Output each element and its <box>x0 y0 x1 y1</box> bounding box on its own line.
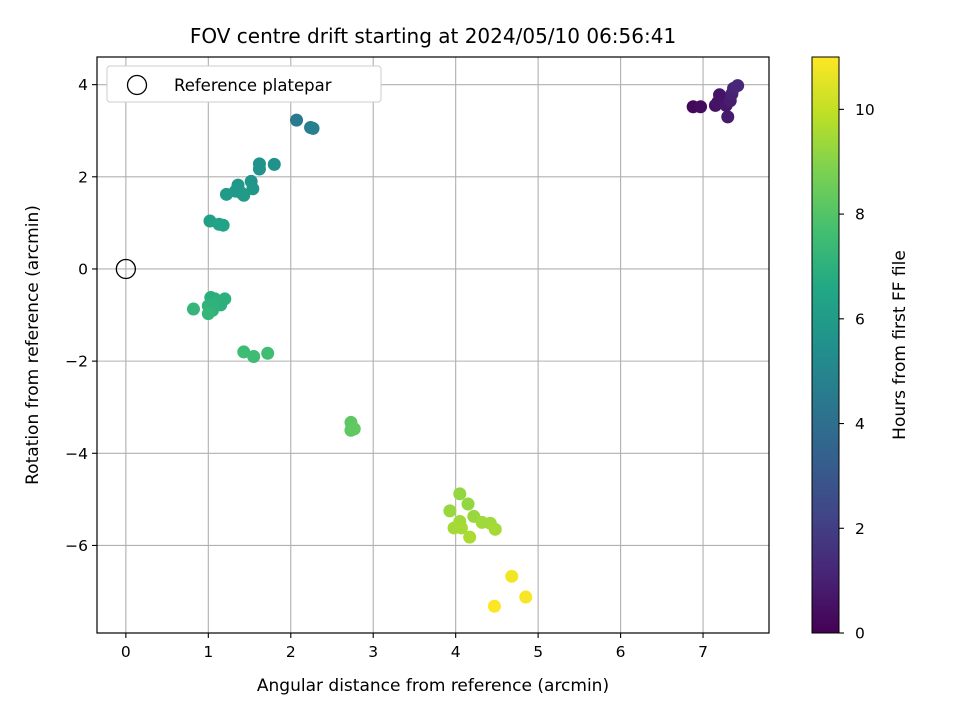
data-point <box>488 522 502 536</box>
data-point <box>443 504 457 518</box>
data-point <box>347 422 361 436</box>
x-tick-label: 2 <box>286 643 296 661</box>
x-tick-label: 3 <box>368 643 378 661</box>
x-tick-label: 7 <box>698 643 708 661</box>
data-point <box>261 346 275 360</box>
y-tick-label: 0 <box>78 260 88 278</box>
data-point <box>252 162 266 176</box>
colorbar-tick-label: 10 <box>855 101 875 119</box>
data-points <box>186 79 745 613</box>
x-axis-ticks: 0 1 2 3 4 5 6 7 <box>121 633 708 661</box>
data-point <box>487 599 501 613</box>
data-point <box>721 110 735 124</box>
colorbar-gradient <box>811 56 840 634</box>
x-axis-label: Angular distance from reference (arcmin) <box>257 676 609 696</box>
x-tick-label: 0 <box>121 643 131 661</box>
data-point <box>237 188 251 202</box>
data-point <box>186 302 200 316</box>
y-axis-label: Rotation from reference (arcmin) <box>23 205 43 485</box>
data-point <box>453 487 467 501</box>
data-point <box>461 497 475 511</box>
data-point <box>246 182 260 196</box>
data-point <box>454 521 468 535</box>
data-point <box>219 187 233 201</box>
colorbar-tick-label: 2 <box>855 520 865 538</box>
data-point <box>505 569 519 583</box>
data-point <box>237 345 251 359</box>
data-point <box>519 590 533 604</box>
legend: Reference platepar <box>106 65 382 103</box>
x-tick-label: 6 <box>616 643 626 661</box>
data-point <box>306 121 320 135</box>
colorbar-ticks: 0 2 4 6 8 10 <box>839 101 875 643</box>
y-tick-label: −6 <box>65 537 88 555</box>
data-point <box>247 350 261 364</box>
plot-frame <box>96 56 770 634</box>
colorbar: 0 2 4 6 8 10 Hours from first FF file <box>811 56 910 643</box>
data-point <box>201 307 215 321</box>
legend-box <box>106 65 382 103</box>
colorbar-label: Hours from first FF file <box>890 250 910 440</box>
y-tick-label: 4 <box>78 76 88 94</box>
data-point <box>290 113 304 127</box>
chart-title: FOV centre drift starting at 2024/05/10 … <box>190 24 676 48</box>
x-tick-label: 1 <box>203 643 213 661</box>
data-point <box>216 218 230 232</box>
colorbar-tick-label: 0 <box>855 625 865 643</box>
data-point <box>731 79 745 93</box>
data-point <box>267 157 281 171</box>
y-tick-label: 2 <box>78 168 88 186</box>
y-tick-label: −4 <box>65 445 88 463</box>
legend-label: Reference platepar <box>174 76 332 95</box>
data-point <box>713 88 727 102</box>
colorbar-tick-label: 8 <box>855 206 865 224</box>
grid-lines <box>97 57 769 633</box>
legend-marker <box>126 74 148 96</box>
data-point <box>463 530 477 544</box>
colorbar-tick-label: 4 <box>855 415 865 433</box>
reference-point-marker <box>115 258 137 280</box>
colorbar-tick-label: 6 <box>855 310 865 328</box>
x-tick-label: 5 <box>533 643 543 661</box>
x-tick-label: 4 <box>451 643 461 661</box>
y-tick-label: −2 <box>65 353 88 371</box>
y-axis-ticks: −6 −4 −2 0 2 4 <box>65 76 97 555</box>
data-point <box>694 100 708 114</box>
